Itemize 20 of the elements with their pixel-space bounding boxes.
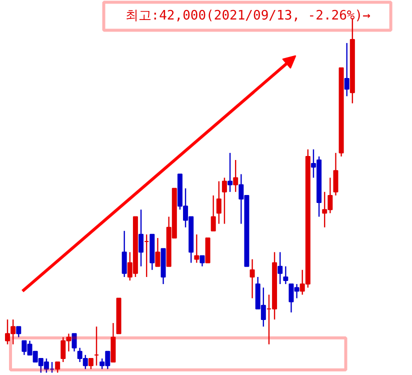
candlestick — [55, 361, 60, 374]
candlestick — [344, 42, 350, 97]
candlestick — [194, 234, 200, 264]
candlestick — [250, 258, 255, 299]
candlestick — [138, 209, 144, 267]
candlestick — [88, 358, 94, 370]
candlestick — [122, 230, 127, 278]
candlestick — [228, 152, 233, 192]
candlestick — [216, 180, 222, 224]
annotation: 최고:42,000(2021/09/13, -2.26%)→ — [125, 8, 371, 24]
candlestick — [333, 152, 338, 196]
candlestick — [222, 177, 227, 224]
candlestick — [210, 194, 216, 232]
candlestick — [233, 159, 238, 192]
candlestick — [200, 255, 205, 267]
candlestick — [16, 326, 22, 338]
candlestick — [283, 266, 288, 285]
candlestick — [72, 333, 77, 352]
candlestick — [155, 237, 160, 267]
candlestick — [278, 252, 283, 285]
